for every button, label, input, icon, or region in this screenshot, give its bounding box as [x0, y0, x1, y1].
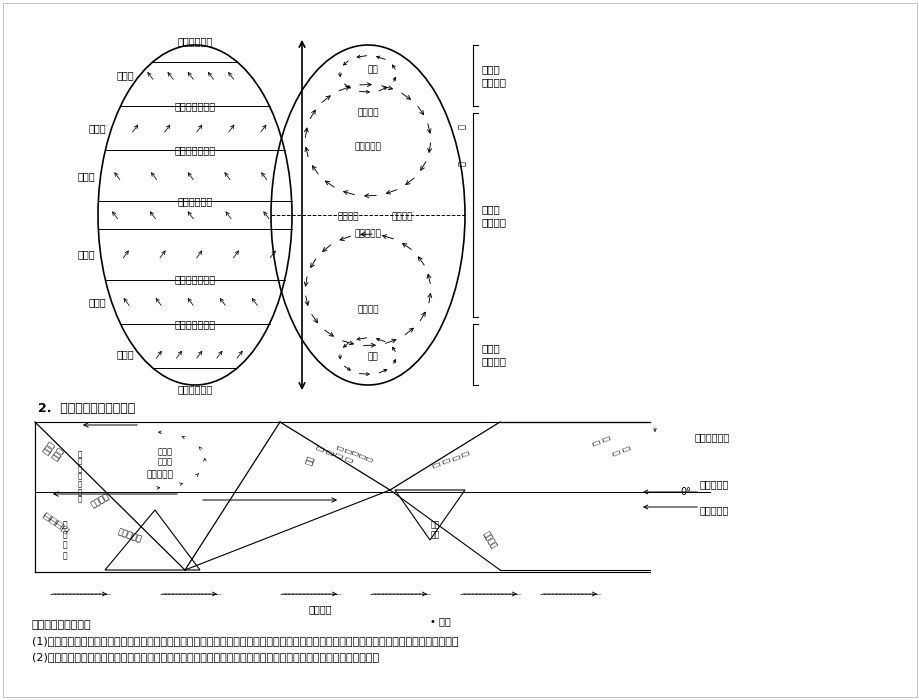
Text: 巴西暖流: 巴西暖流 [481, 530, 498, 550]
Text: 副极地: 副极地 [482, 64, 500, 75]
Text: 西风漂流: 西风漂流 [308, 604, 332, 614]
Text: 西风带: 西风带 [89, 123, 107, 133]
Text: 加
利
福
尼
亚
寒
流: 加 利 福 尼 亚 寒 流 [78, 450, 82, 503]
Text: 秘
鲁
寒
流: 秘 鲁 寒 流 [62, 520, 67, 560]
Text: 赤道低气压带: 赤道低气压带 [177, 197, 212, 206]
Text: 北大西洋暖流: 北大西洋暖流 [694, 432, 730, 442]
Text: 西风漂流: 西风漂流 [357, 306, 379, 315]
Text: 副极地低气压带: 副极地低气压带 [175, 318, 215, 329]
Text: 0°: 0° [679, 487, 690, 497]
Text: 北太平
洋暖流: 北太平 洋暖流 [157, 447, 173, 466]
Text: 西风漂流: 西风漂流 [357, 108, 379, 118]
Text: 副极地: 副极地 [482, 344, 500, 354]
Text: 北赤道暖流: 北赤道暖流 [354, 143, 381, 151]
Text: 极地高气压带: 极地高气压带 [177, 384, 212, 394]
Text: 环流系统: 环流系统 [482, 78, 506, 88]
Text: 极地高气压带: 极地高气压带 [177, 36, 212, 46]
Text: 副热带高气压带: 副热带高气压带 [175, 146, 215, 155]
Text: 暖流: 暖流 [304, 454, 315, 466]
Text: 环流: 环流 [368, 66, 378, 74]
Text: 信风洋流: 信风洋流 [89, 491, 111, 509]
Text: 寒: 寒 [457, 162, 466, 167]
Text: 副热带: 副热带 [482, 204, 500, 214]
Text: 南赤道暖流: 南赤道暖流 [117, 526, 143, 543]
Text: 西风带: 西风带 [89, 297, 107, 307]
Text: 北赤道暖流: 北赤道暖流 [146, 470, 174, 480]
Text: 暖: 暖 [457, 124, 466, 129]
Text: 赤
道
逆
流: 赤 道 逆 流 [315, 445, 355, 463]
Text: 环流系统: 环流系统 [482, 356, 506, 366]
Text: 环流系统: 环流系统 [482, 217, 506, 227]
Text: 信风带: 信风带 [78, 249, 96, 259]
Text: 暖
流: 暖 流 [589, 435, 609, 446]
Text: 东风带: 东风带 [117, 349, 134, 359]
Text: 南赤道暖流: 南赤道暖流 [354, 229, 381, 238]
Text: 副热带高气压带: 副热带高气压带 [175, 274, 215, 285]
Text: 副极地低气压带: 副极地低气压带 [175, 102, 215, 111]
Text: 具体分布规律如下：: 具体分布规律如下： [32, 620, 92, 630]
Text: 极鱼
寒流: 极鱼 寒流 [430, 520, 439, 540]
Text: 东风带: 东风带 [117, 71, 134, 80]
Text: 大西
洋寒
流拉
布拉: 大西 洋寒 流拉 布拉 [42, 510, 71, 534]
Text: 北赤道暖流: 北赤道暖流 [699, 479, 729, 489]
Text: 北大西
洋暖流: 北大西 洋暖流 [42, 440, 66, 463]
Text: 环流: 环流 [368, 352, 378, 361]
Text: 信风带: 信风带 [78, 171, 96, 181]
Text: 南赤道暖流: 南赤道暖流 [699, 505, 729, 515]
Text: (1)在中低纬海区，形成以副热带为中心的大洋环流，北半球呈顺时针方向流动，南半球呈逆时针方向流动。大洋东岸是寒流，大洋西岸是暖流。: (1)在中低纬海区，形成以副热带为中心的大洋环流，北半球呈顺时针方向流动，南半球… [32, 636, 458, 646]
Text: 澳
利
福
尼
亚: 澳 利 福 尼 亚 [336, 445, 373, 462]
Text: (2)北半球中高纬度海区，形成以副极地为中心的大洋环流，呈逆时针方向流动。大洋东岸是暖流，大洋西岸是寒流。: (2)北半球中高纬度海区，形成以副极地为中心的大洋环流，呈逆时针方向流动。大洋东… [32, 652, 379, 662]
Text: 赤道逆流: 赤道逆流 [391, 212, 413, 221]
Text: 2.  三大洋洋流系统的组成: 2. 三大洋洋流系统的组成 [38, 402, 135, 414]
Text: • 渔场: • 渔场 [429, 616, 450, 626]
Text: 暖
流
寒
流: 暖 流 寒 流 [430, 450, 470, 468]
Text: 赤道逆流: 赤道逆流 [337, 212, 359, 221]
Text: 寒
流: 寒 流 [609, 445, 630, 456]
